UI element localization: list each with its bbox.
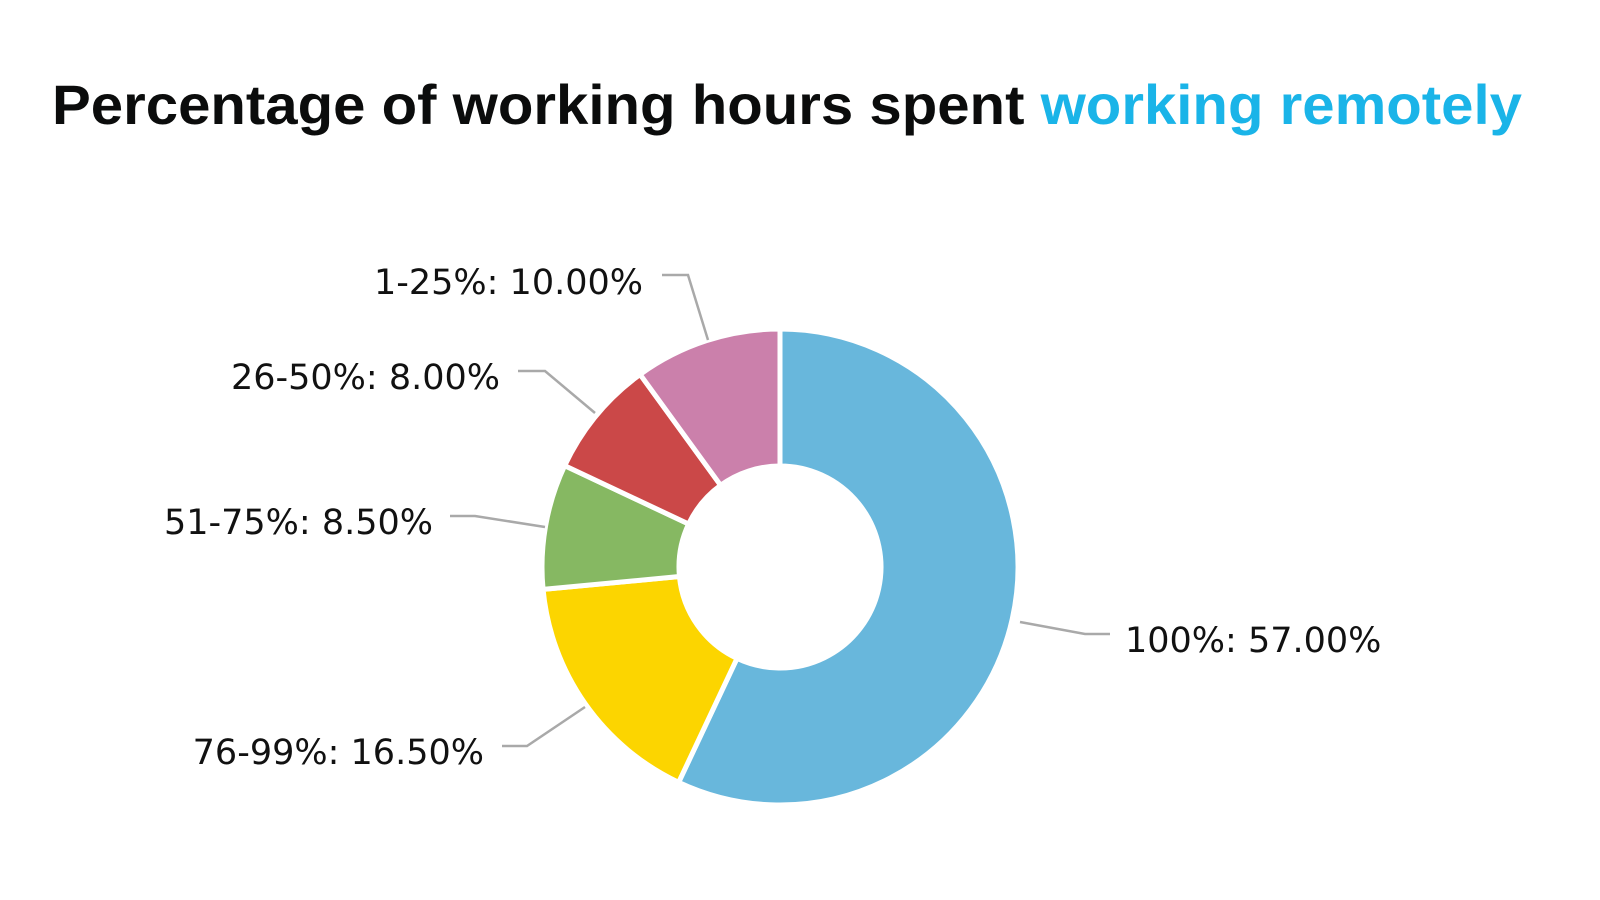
data-label: 76-99%: 16.50% (193, 733, 484, 773)
leader-line (1019, 620, 1110, 636)
leader-lines (450, 273, 1110, 748)
chart-title: Percentage of working hours spent workin… (52, 73, 1522, 136)
slice-1-25pct[interactable] (637, 326, 783, 488)
data-labels: 100%: 57.00% 76-99%: 16.50% 51-75%: 8.50% 2… (164, 263, 1382, 773)
chart-title-highlight: working remotely (1040, 73, 1522, 136)
data-label: 1-25%: 10.00% (374, 263, 643, 303)
slices (539, 326, 1021, 808)
slice-76-99pct[interactable] (540, 574, 740, 785)
data-label: 51-75%: 8.50% (164, 503, 433, 543)
data-label: 100%: 57.00% (1125, 621, 1381, 661)
leader-line (502, 705, 586, 748)
leader-line (450, 514, 546, 529)
leader-line (662, 273, 710, 341)
slice-100pct[interactable] (676, 326, 1021, 808)
data-label: 26-50%: 8.00% (231, 358, 500, 398)
chart-title-prefix: Percentage of working hours spent (52, 73, 1041, 136)
leader-line (518, 369, 596, 414)
